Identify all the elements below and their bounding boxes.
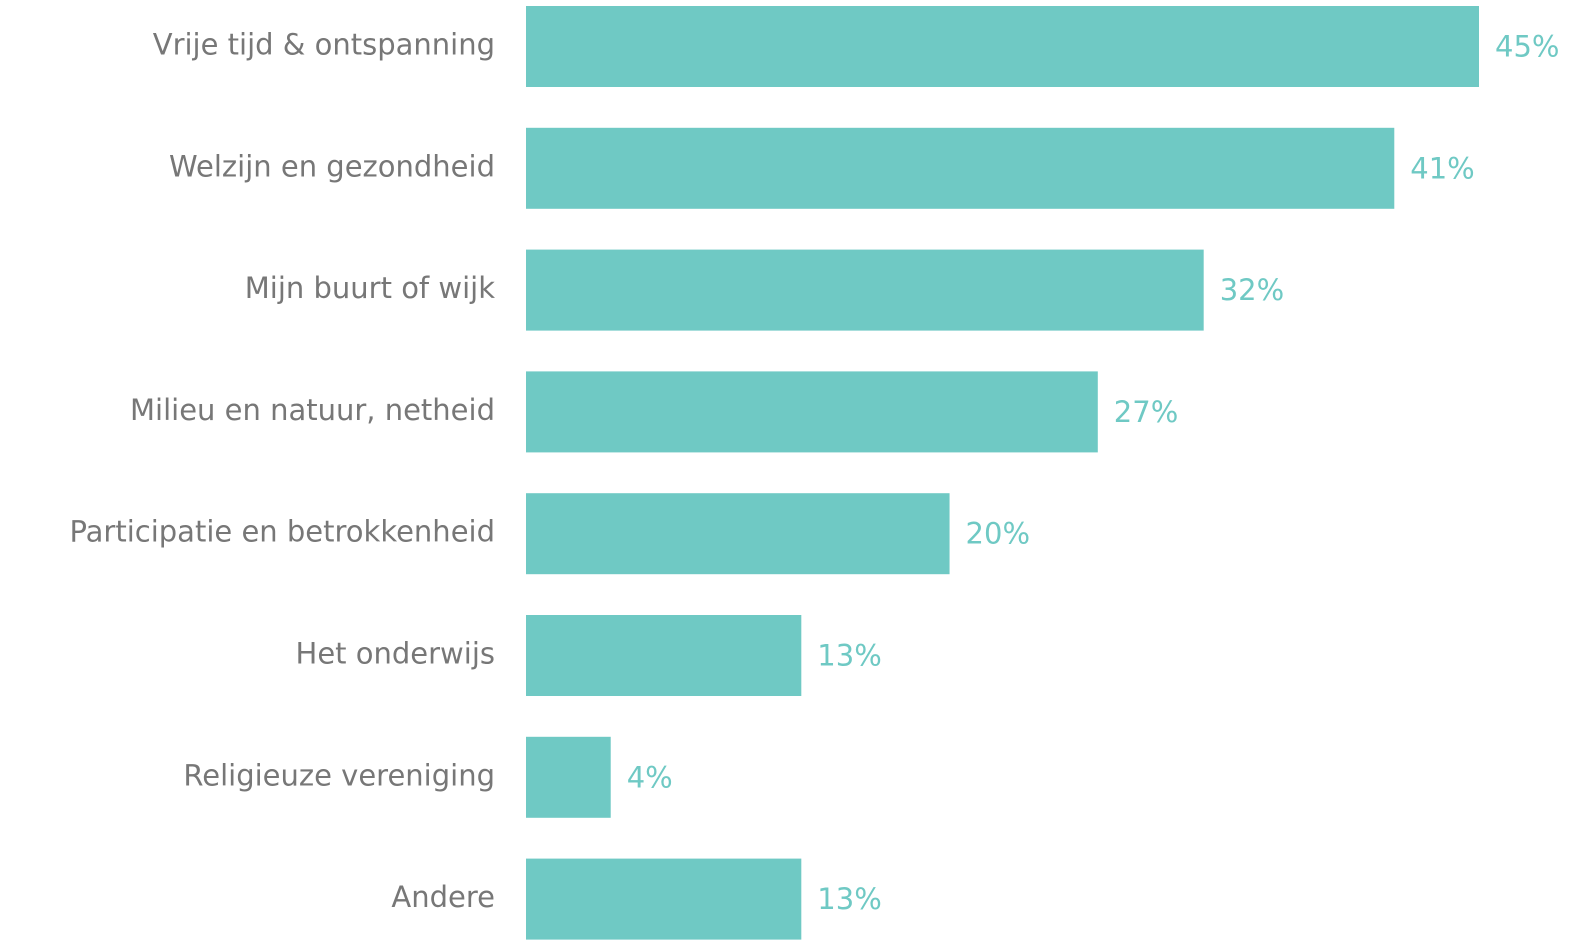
bar: [526, 615, 802, 696]
value-label: 4%: [627, 760, 673, 794]
category-label: Mijn buurt of wijk: [245, 271, 495, 305]
bar: [526, 6, 1479, 87]
category-label: Milieu en natuur, netheid: [130, 393, 495, 427]
bar: [526, 127, 1395, 209]
category-label: Het onderwijs: [296, 637, 495, 671]
category-label: Vrije tijd & ontspanning: [153, 28, 495, 62]
value-label: 13%: [817, 882, 881, 916]
value-label: 13%: [817, 639, 881, 673]
category-label: Andere: [391, 880, 495, 914]
value-label: 32%: [1220, 273, 1284, 307]
bar: [526, 493, 950, 575]
bar: [526, 249, 1204, 331]
bar: [526, 858, 802, 940]
bar: [526, 371, 1098, 453]
category-label: Religieuze vereniging: [183, 758, 495, 792]
category-label: Welzijn en gezondheid: [169, 149, 495, 183]
value-label: 20%: [966, 517, 1030, 551]
value-label: 45%: [1495, 30, 1559, 64]
value-label: 41%: [1410, 151, 1474, 185]
value-label: 27%: [1114, 395, 1178, 429]
bar: [526, 736, 611, 818]
category-label: Participatie en betrokkenheid: [69, 515, 495, 549]
